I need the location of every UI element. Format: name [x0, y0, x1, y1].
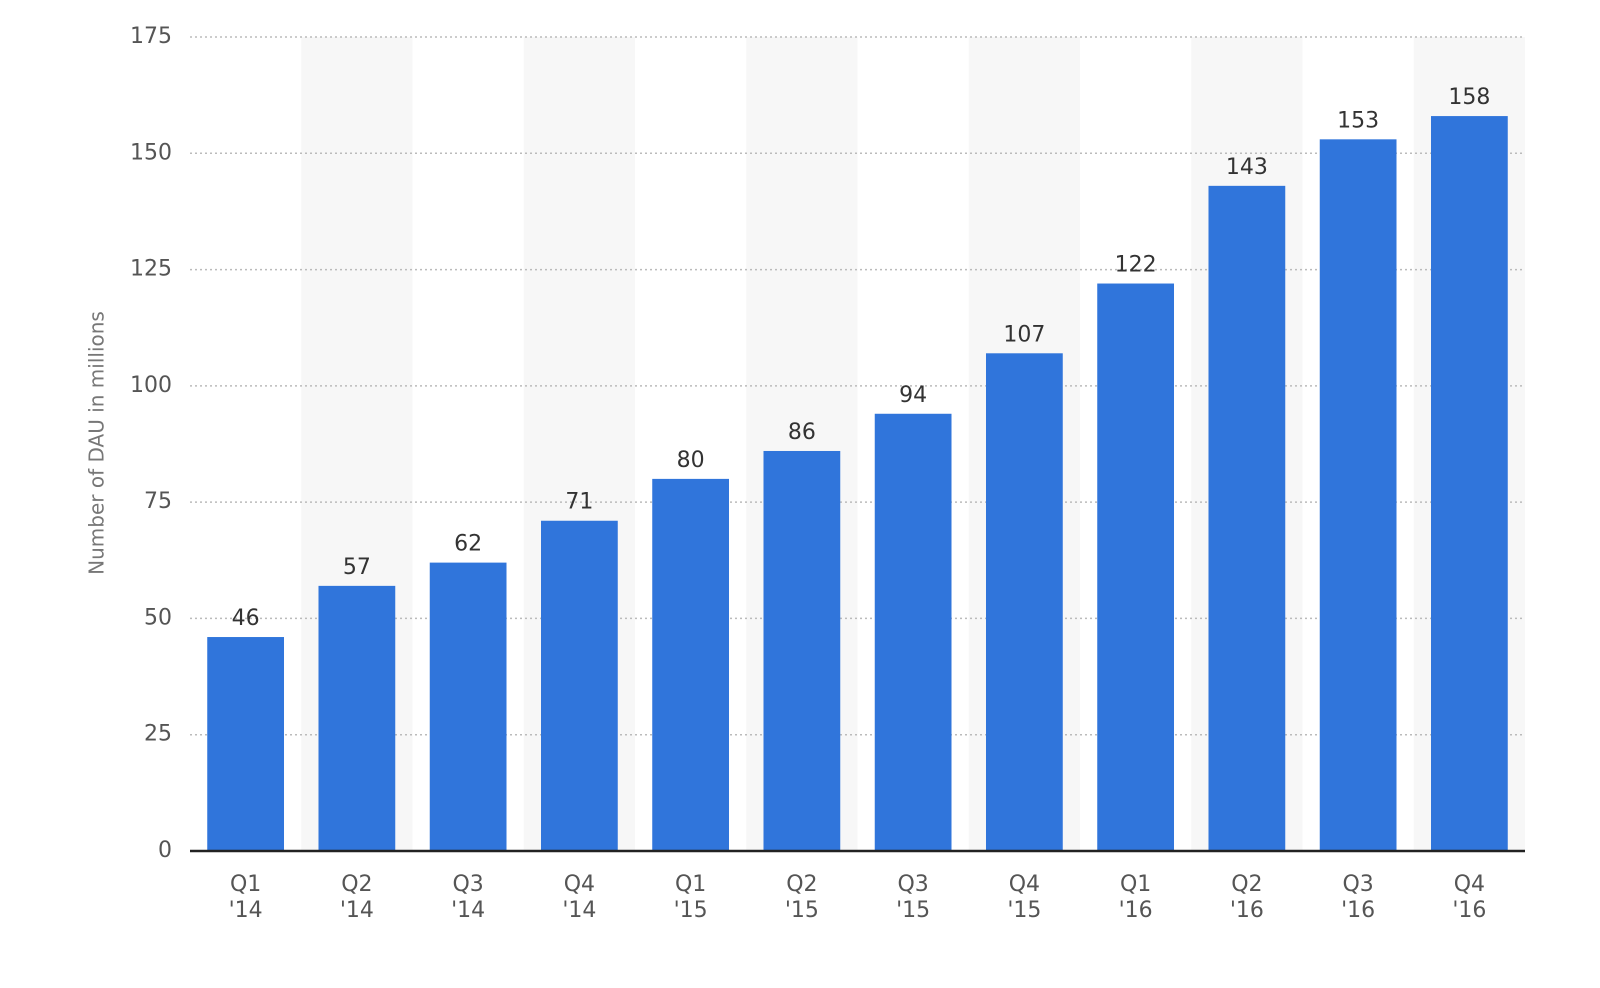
x-tick-label: Q1'14 [229, 872, 263, 923]
y-tick-label: 0 [158, 838, 172, 863]
bar [207, 637, 285, 851]
x-tick-label: Q3'16 [1341, 872, 1375, 923]
x-tick-label: Q2'14 [340, 872, 374, 923]
value-label: 62 [454, 532, 482, 557]
value-label: 94 [899, 383, 927, 408]
y-tick-label: 50 [144, 605, 172, 630]
value-label: 80 [677, 448, 705, 473]
y-axis-label: Number of DAU in millions [85, 311, 109, 575]
x-tick-label: Q1'15 [674, 872, 708, 923]
bar [1319, 139, 1397, 851]
y-tick-label: 100 [130, 373, 172, 398]
x-tick-label: Q1'16 [1119, 872, 1153, 923]
bar [1208, 185, 1286, 852]
x-tick-label: Q4'16 [1452, 872, 1486, 923]
value-label: 57 [343, 555, 371, 580]
bar [652, 478, 730, 851]
x-tick-label: Q3'14 [451, 872, 485, 923]
x-tick-label: Q2'16 [1230, 872, 1264, 923]
y-tick-label: 75 [144, 489, 172, 514]
x-tick-label: Q3'15 [896, 872, 930, 923]
x-tick-label: Q4'14 [562, 872, 596, 923]
bar [985, 353, 1063, 851]
value-label: 46 [232, 606, 260, 631]
value-label: 153 [1337, 108, 1379, 133]
value-label: 143 [1226, 155, 1268, 180]
x-tick-label: Q4'15 [1007, 872, 1041, 923]
value-label: 122 [1115, 253, 1157, 278]
bar [874, 413, 952, 851]
bar [1430, 116, 1508, 852]
value-label: 71 [565, 490, 593, 515]
value-label: 107 [1003, 322, 1045, 347]
bar [540, 520, 618, 851]
bar [1097, 283, 1175, 851]
y-tick-label: 175 [130, 24, 172, 49]
x-tick-label: Q2'15 [785, 872, 819, 923]
bar [763, 450, 841, 851]
y-tick-label: 125 [130, 257, 172, 282]
bar [429, 562, 507, 851]
value-label: 86 [788, 420, 816, 445]
bar [318, 585, 396, 851]
y-tick-label: 150 [130, 140, 172, 165]
y-tick-label: 25 [144, 722, 172, 747]
value-label: 158 [1448, 85, 1490, 110]
